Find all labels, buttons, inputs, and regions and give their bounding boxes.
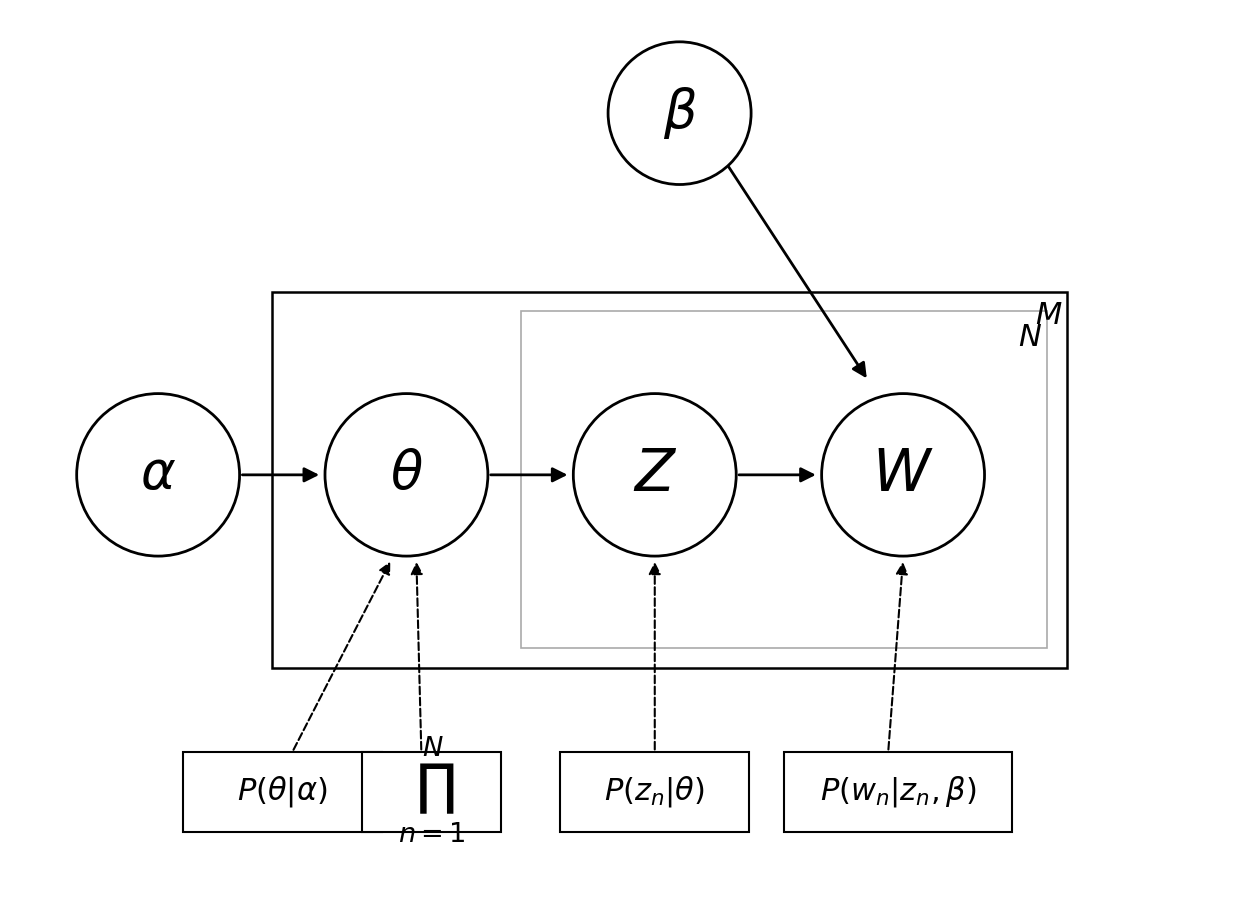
- Ellipse shape: [77, 394, 239, 556]
- Text: $\beta$: $\beta$: [663, 85, 696, 141]
- Text: $M$: $M$: [1035, 301, 1062, 331]
- Bar: [183, 752, 382, 832]
- Text: $\prod_{n=1}^{N}$: $\prod_{n=1}^{N}$: [398, 735, 465, 845]
- Text: $W$: $W$: [872, 447, 934, 503]
- Ellipse shape: [608, 42, 751, 184]
- Text: $N$: $N$: [1018, 323, 1042, 353]
- Bar: [520, 311, 1047, 649]
- Ellipse shape: [325, 394, 488, 556]
- Ellipse shape: [574, 394, 736, 556]
- Text: $\theta$: $\theta$: [390, 450, 422, 500]
- Text: $P(z_n|\theta)$: $P(z_n|\theta)$: [605, 774, 705, 810]
- Text: $P(\theta|\alpha)$: $P(\theta|\alpha)$: [237, 774, 327, 810]
- Bar: [362, 752, 501, 832]
- Text: $Z$: $Z$: [633, 447, 676, 503]
- Text: $P(w_n|z_n,\beta)$: $P(w_n|z_n,\beta)$: [820, 774, 976, 810]
- Bar: [273, 291, 1067, 668]
- Bar: [560, 752, 750, 832]
- Ellipse shape: [821, 394, 985, 556]
- Bar: [784, 752, 1012, 832]
- Text: $\alpha$: $\alpha$: [140, 450, 176, 500]
